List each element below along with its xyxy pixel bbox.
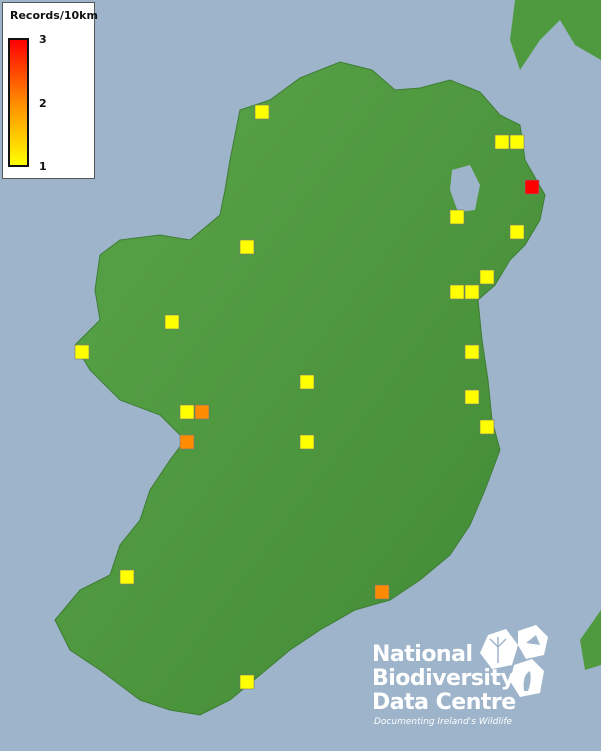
record-square [74, 344, 90, 360]
record-square [179, 404, 195, 420]
wales-coast [580, 610, 601, 670]
record-square [164, 314, 180, 330]
record-square [194, 404, 210, 420]
record-square [239, 239, 255, 255]
logo-tagline: Documenting Ireland's Wildlife [374, 717, 513, 727]
logo-line-1: National [372, 642, 473, 667]
record-square [254, 104, 270, 120]
record-square [479, 419, 495, 435]
legend-tick-max: 3 [39, 33, 47, 46]
logo-line-2: Biodiversity [372, 666, 515, 691]
hexagon-logo-icon [480, 625, 548, 697]
record-square [509, 134, 525, 150]
record-square [464, 344, 480, 360]
record-square [479, 269, 495, 285]
record-square [464, 389, 480, 405]
record-square [524, 179, 540, 195]
record-square [299, 434, 315, 450]
legend: Records/10km 3 2 1 [2, 2, 98, 179]
record-square [374, 584, 390, 600]
record-square [464, 284, 480, 300]
legend-tick-mid: 2 [39, 97, 47, 110]
legend-color-scale [8, 38, 29, 167]
scotland-coast [510, 0, 601, 70]
legend-tick-min: 1 [39, 160, 47, 173]
record-square [449, 284, 465, 300]
record-square [119, 569, 135, 585]
record-square [239, 674, 255, 690]
record-square [299, 374, 315, 390]
record-square [494, 134, 510, 150]
legend-title: Records/10km [10, 9, 98, 22]
lough-neagh [450, 165, 480, 212]
record-square [449, 209, 465, 225]
logo-line-3: Data Centre [372, 690, 516, 715]
record-square [509, 224, 525, 240]
record-square [179, 434, 195, 450]
